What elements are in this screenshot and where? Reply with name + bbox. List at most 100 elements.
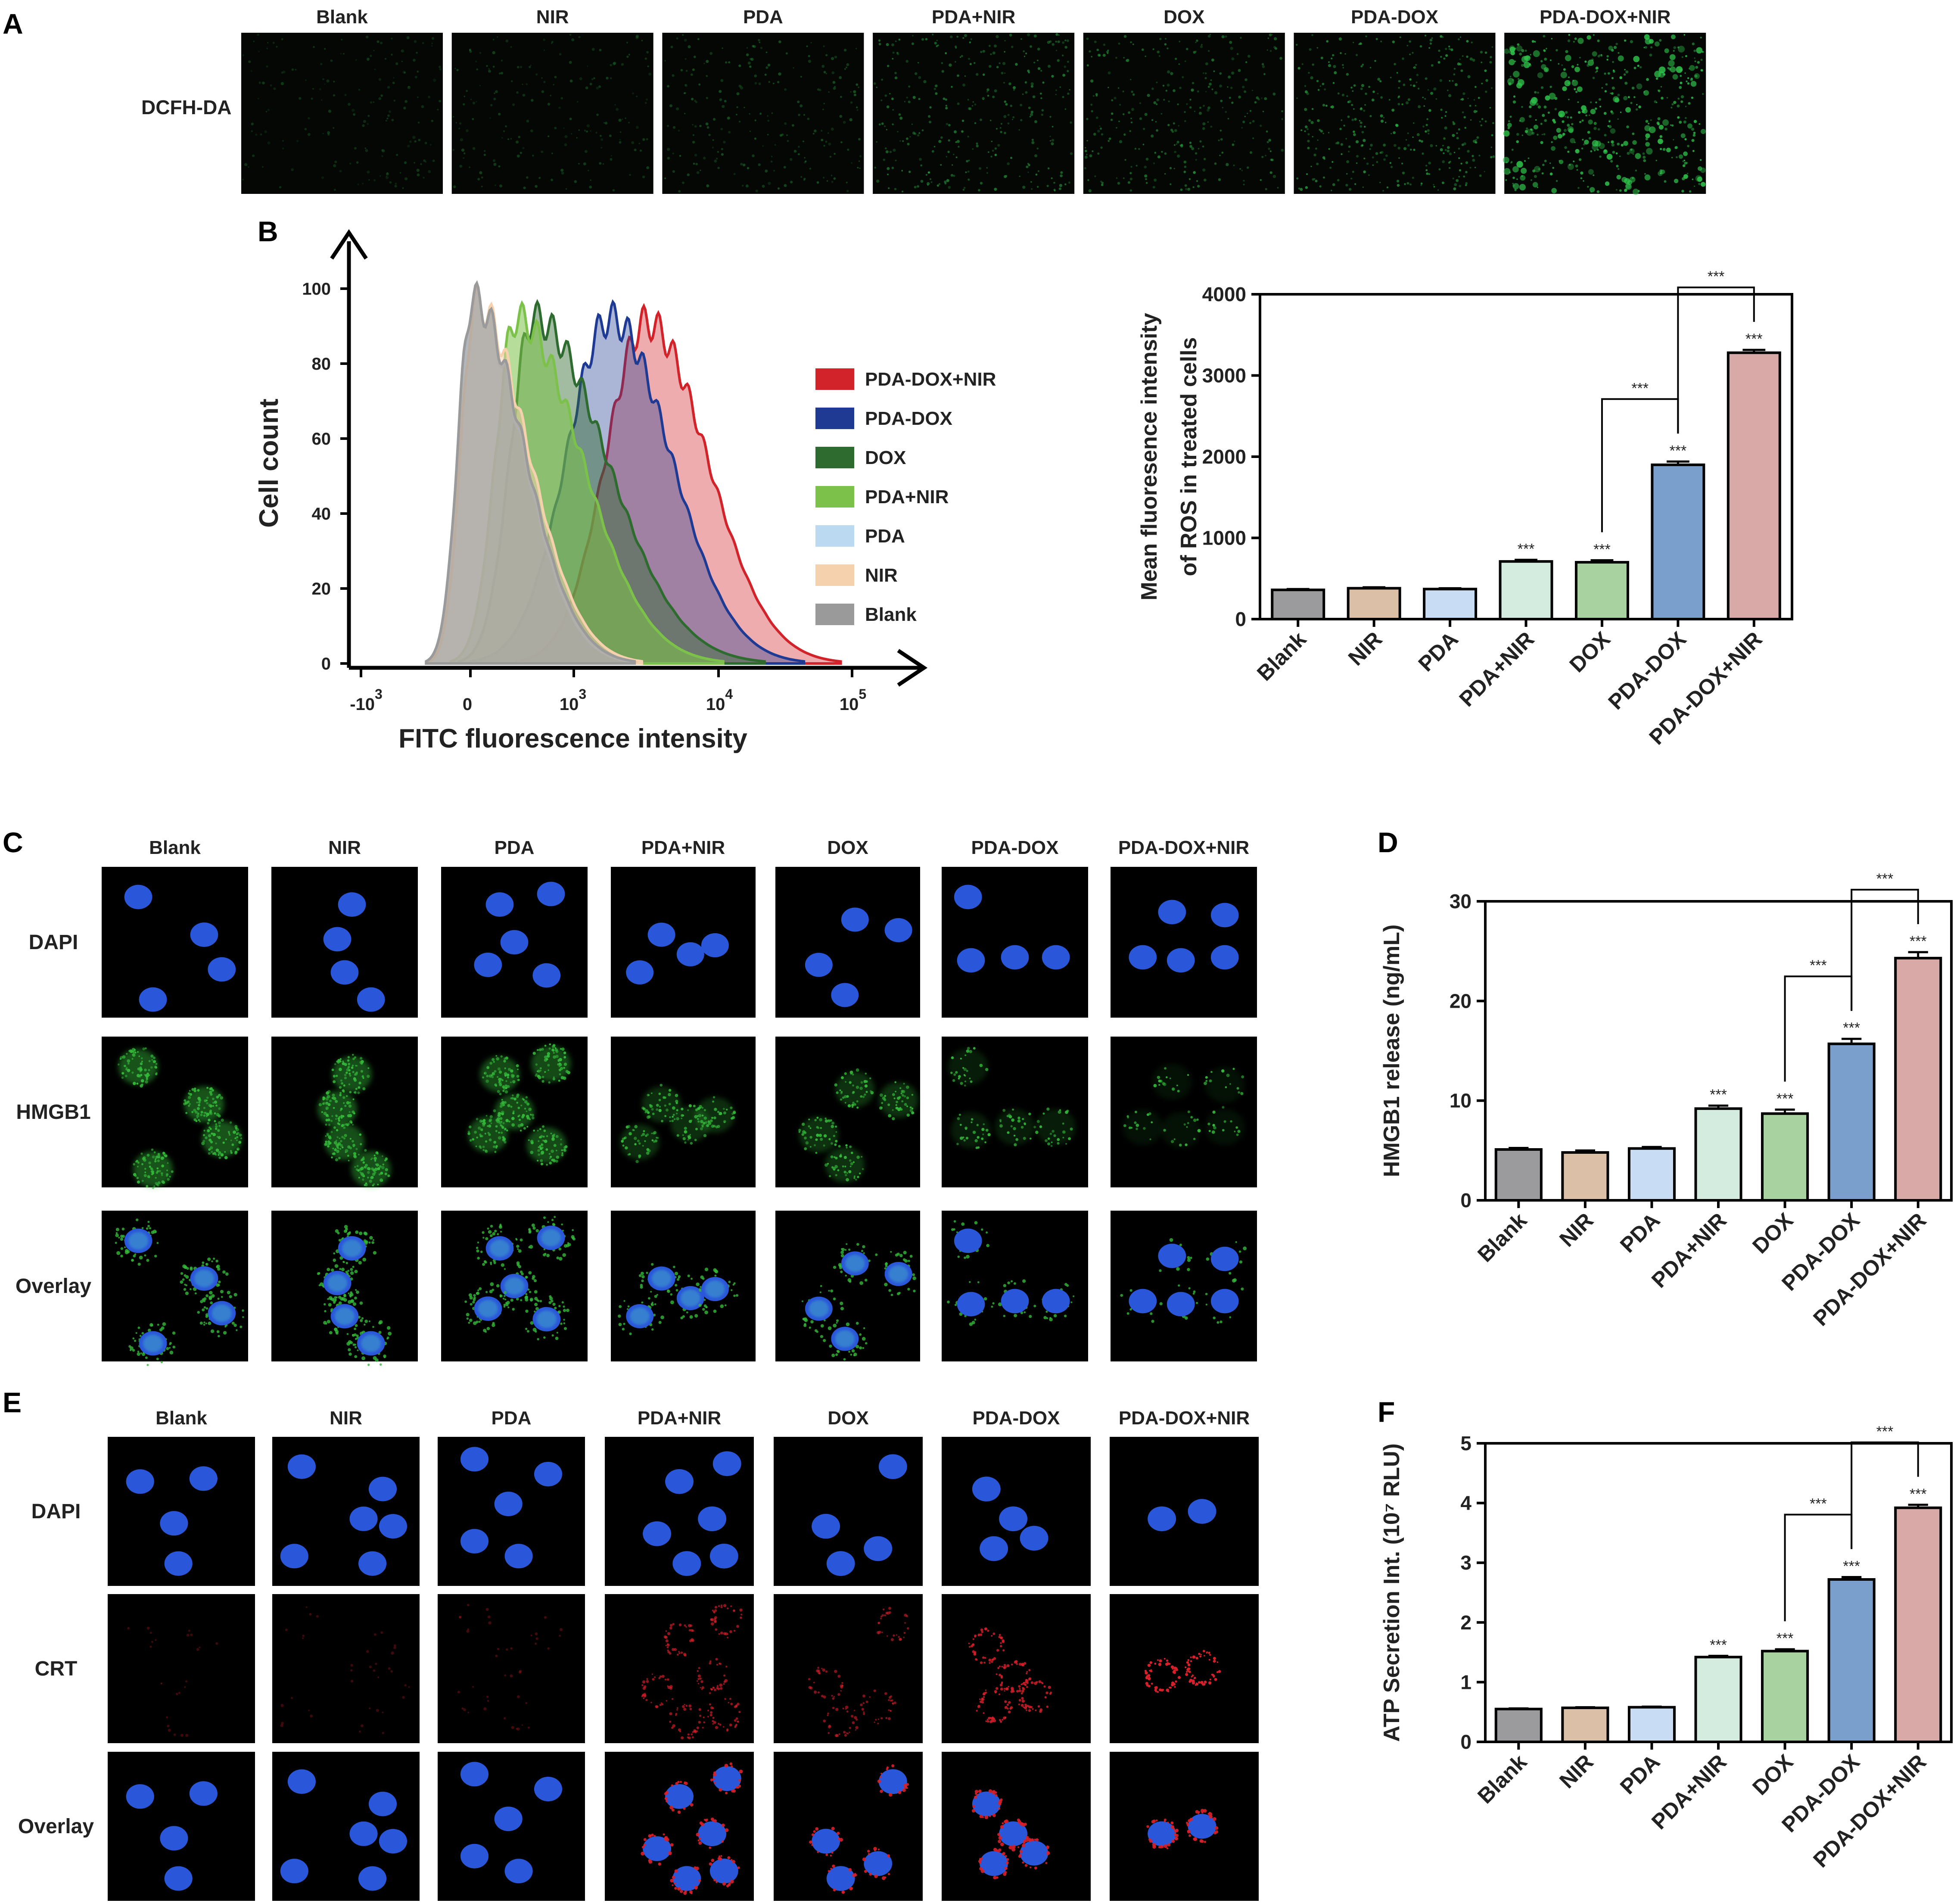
dcfh-signal-dot [964, 34, 968, 37]
signal-speck [650, 1303, 653, 1305]
dcfh-signal-dot [964, 75, 966, 77]
signal-speck [1170, 1140, 1174, 1143]
dcfh-signal-dot [1453, 68, 1456, 70]
signal-speck [888, 1289, 891, 1292]
dcfh-signal-dot [492, 159, 496, 162]
dcfh-signal-dot [591, 78, 594, 81]
dcfh-signal-dot [716, 158, 718, 160]
x-tick-label: PDA [1414, 627, 1463, 676]
dcfh-signal-dot [884, 147, 887, 149]
signal-speck [236, 1133, 238, 1135]
dcfh-signal-dot [1226, 163, 1229, 166]
signal-speck [1045, 1310, 1048, 1313]
signal-speck [352, 1140, 355, 1143]
signal-speck [619, 1305, 622, 1308]
signal-speck [710, 1119, 713, 1122]
dcfh-signal-dot [1466, 55, 1468, 58]
dcfh-signal-dot [1129, 130, 1131, 132]
dcfh-signal-dot [706, 75, 708, 77]
signal-speck [848, 1248, 851, 1251]
dcfh-signal-dot [962, 188, 965, 191]
signal-speck [640, 1286, 643, 1289]
hmgb1-signal [479, 1056, 520, 1093]
dcfh-signal-dot [1584, 140, 1589, 145]
signal-speck [488, 1119, 492, 1122]
dcfh-signal-dot [1098, 54, 1101, 57]
signal-speck [663, 1635, 667, 1638]
dcfh-signal-dot [787, 140, 789, 142]
signal-speck [499, 1224, 502, 1227]
dcfh-signal-dot [1694, 73, 1700, 79]
dcfh-signal-dot [1473, 110, 1477, 113]
signal-speck [809, 1136, 812, 1139]
dcfh-signal-dot [1067, 92, 1070, 95]
dcfh-signal-dot [1070, 121, 1072, 124]
signal-speck [1129, 1289, 1132, 1292]
dcfh-signal-dot [1534, 91, 1537, 94]
signal-speck [561, 1149, 563, 1152]
signal-speck [713, 1721, 716, 1724]
signal-speck [207, 1257, 211, 1261]
signal-speck [675, 1289, 678, 1292]
signal-speck [193, 1118, 197, 1121]
dcfh-signal-dot [1394, 63, 1396, 65]
signal-speck [504, 1298, 507, 1301]
signal-speck [723, 1111, 726, 1115]
micrograph-dapi-blank [102, 867, 248, 1018]
dcfh-signal-dot [1281, 110, 1283, 112]
dcfh-signal-dot [1593, 174, 1595, 176]
dcfh-signal-dot [1041, 109, 1044, 112]
histogram-y-tick-label: 60 [312, 430, 331, 448]
row-label: DAPI [31, 1500, 81, 1523]
signal-speck [361, 1157, 365, 1161]
dcfh-signal-dot [1448, 48, 1451, 50]
dcfh-signal-dot [1176, 143, 1178, 145]
signal-speck [144, 1068, 147, 1071]
dcfh-signal-dot [1659, 169, 1663, 172]
signal-speck [851, 1349, 855, 1353]
signal-speck [855, 1345, 859, 1349]
dcfh-signal-dot [1086, 118, 1089, 120]
dcfh-signal-dot [1000, 131, 1002, 134]
signal-speck [504, 1057, 506, 1060]
histogram-legend-label: PDA+NIR [865, 486, 949, 508]
signal-speck [520, 1238, 523, 1242]
dcfh-signal-dot [1179, 40, 1181, 43]
dcfh-signal-dot [1467, 97, 1469, 99]
signal-speck [369, 1666, 372, 1669]
signal-speck [523, 1099, 525, 1101]
dcfh-signal-dot [481, 176, 483, 179]
dcfh-signal-dot [1390, 165, 1393, 168]
dcfh-signal-dot [1130, 41, 1132, 44]
dcfh-signal-dot [406, 36, 410, 40]
micrograph-background [774, 1594, 923, 1743]
signal-speck [480, 1250, 483, 1253]
signal-speck [653, 1132, 655, 1135]
signal-speck [835, 1174, 837, 1177]
nucleus [643, 1521, 672, 1546]
dcfh-signal-dot [765, 66, 768, 69]
signal-speck [238, 1140, 242, 1144]
dcfh-signal-dot [1196, 180, 1198, 182]
significance-label: *** [1745, 331, 1763, 347]
dcfh-signal-dot [1019, 175, 1020, 177]
signal-speck [1207, 1122, 1210, 1125]
dcfh-signal-dot [1185, 188, 1188, 190]
dcfh-signal-dot [324, 83, 326, 85]
bar-pda [1627, 1147, 1676, 1202]
signal-speck [215, 1127, 218, 1130]
dcfh-signal-dot [684, 58, 687, 60]
dcfh-signal-dot [1590, 101, 1592, 103]
signal-speck [133, 1254, 136, 1258]
dcfh-signal-dot [281, 38, 283, 40]
dcfh-signal-dot [1379, 181, 1381, 184]
dcfh-signal-dot [1664, 180, 1667, 183]
dcfh-signal-dot [1638, 105, 1641, 109]
dcfh-signal-dot [914, 72, 918, 75]
dcfh-signal-dot [1362, 63, 1364, 66]
signal-speck [329, 1099, 332, 1103]
signal-speck [527, 1288, 530, 1291]
dcfh-signal-dot [429, 144, 432, 146]
signal-speck [325, 1323, 327, 1325]
dcfh-signal-dot [1521, 64, 1524, 67]
